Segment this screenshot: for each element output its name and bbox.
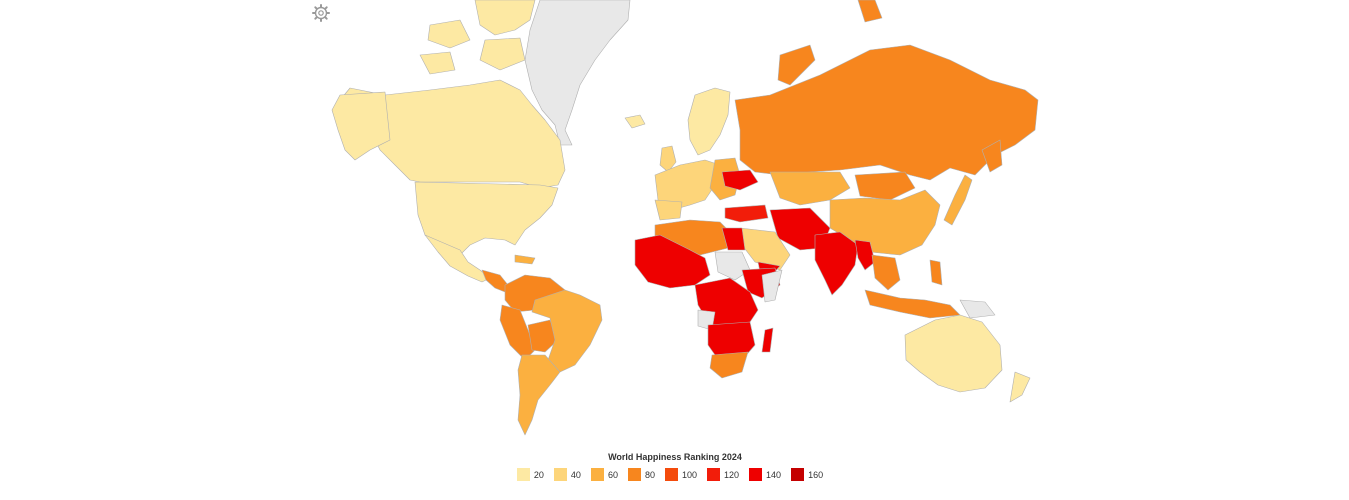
legend-label: 100: [681, 469, 697, 480]
region-australia[interactable]: [904, 314, 1003, 393]
map-legend: World Happiness Ranking 2024 20 40 60 80 100…: [500, 452, 850, 481]
region-south-africa[interactable]: [709, 351, 749, 379]
region-somalia[interactable]: [761, 269, 783, 303]
region-russia-east[interactable]: [777, 0, 1003, 173]
legend-swatch: [707, 468, 720, 481]
region-turkey[interactable]: [724, 204, 769, 223]
region-bolivia[interactable]: [527, 319, 559, 353]
region-indonesia[interactable]: [864, 289, 961, 319]
legend-item[interactable]: 100: [664, 468, 697, 481]
legend-swatch: [516, 468, 530, 481]
settings-button[interactable]: [312, 4, 330, 22]
region-canada-arctic[interactable]: [419, 0, 536, 75]
region-caribbean[interactable]: [514, 254, 536, 265]
region-madagascar[interactable]: [761, 327, 774, 353]
region-alaska[interactable]: [331, 91, 391, 161]
legend-item[interactable]: 120: [707, 468, 739, 481]
region-iceland[interactable]: [624, 114, 646, 129]
region-west-africa[interactable]: [634, 234, 711, 289]
legend-items: 20 40 60 80 100 120 140 160: [500, 468, 850, 481]
world-map: [331, 0, 1039, 436]
legend-swatch: [590, 468, 604, 481]
legend-label: 160: [808, 469, 824, 480]
legend-swatch: [627, 468, 641, 481]
legend-label: 60: [607, 469, 618, 480]
region-argentina[interactable]: [517, 354, 561, 436]
region-spain[interactable]: [654, 199, 683, 221]
legend-label: 40: [570, 469, 581, 480]
region-japan[interactable]: [943, 174, 973, 226]
region-central-america[interactable]: [481, 269, 509, 293]
region-papua[interactable]: [959, 299, 996, 319]
region-india[interactable]: [814, 231, 859, 296]
legend-item[interactable]: 80: [627, 468, 655, 481]
region-southeast-asia[interactable]: [871, 254, 901, 291]
region-uk[interactable]: [659, 145, 677, 173]
legend-item[interactable]: 40: [553, 468, 581, 481]
region-myanmar[interactable]: [854, 239, 876, 271]
region-ukraine[interactable]: [721, 169, 759, 191]
region-new-zealand[interactable]: [1009, 371, 1031, 403]
region-brazil[interactable]: [531, 289, 603, 373]
legend-item[interactable]: 140: [749, 468, 781, 481]
legend-label: 120: [724, 469, 740, 480]
legend-item[interactable]: 60: [590, 468, 618, 481]
legend-item[interactable]: 20: [516, 468, 544, 481]
legend-swatch: [791, 468, 805, 481]
legend-label: 140: [766, 469, 782, 480]
gear-icon: [312, 4, 330, 22]
region-sudan[interactable]: [714, 251, 751, 281]
legend-item[interactable]: 160: [791, 468, 823, 481]
legend-title: World Happiness Ranking 2024: [608, 452, 742, 462]
legend-swatch: [553, 468, 567, 481]
region-scandinavia[interactable]: [687, 87, 731, 156]
legend-label: 80: [644, 469, 655, 480]
region-mongolia[interactable]: [854, 171, 916, 201]
legend-swatch: [664, 468, 678, 481]
region-philippines[interactable]: [929, 259, 943, 286]
legend-swatch: [749, 468, 763, 481]
legend-label: 20: [533, 469, 544, 480]
region-egypt[interactable]: [721, 227, 746, 251]
region-greenland[interactable]: [524, 0, 631, 146]
